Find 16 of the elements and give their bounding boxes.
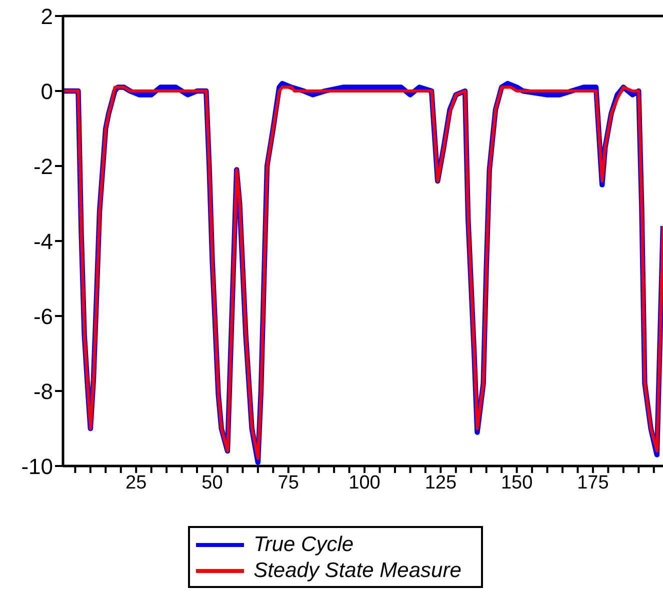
legend-label: True Cycle [254, 532, 354, 558]
y-tick-label: 2 [40, 4, 53, 29]
y-tick-label: -2 [33, 154, 53, 179]
y-tick-label: -4 [33, 228, 53, 254]
legend-label: Steady State Measure [254, 558, 462, 584]
x-tick-label: 125 [424, 472, 457, 494]
x-tick-label: 150 [500, 472, 533, 494]
y-tick-label: -8 [33, 378, 53, 404]
y-tick-label: -6 [33, 304, 53, 329]
x-tick-label: 50 [202, 472, 223, 494]
x-tick-label: 100 [348, 472, 380, 494]
x-tick-label: 175 [577, 472, 609, 494]
x-tick-label: 75 [278, 472, 299, 494]
x-tick-label: 25 [126, 472, 147, 494]
y-tick-label: -10 [21, 454, 53, 479]
y-tick-label: 0 [40, 78, 53, 104]
